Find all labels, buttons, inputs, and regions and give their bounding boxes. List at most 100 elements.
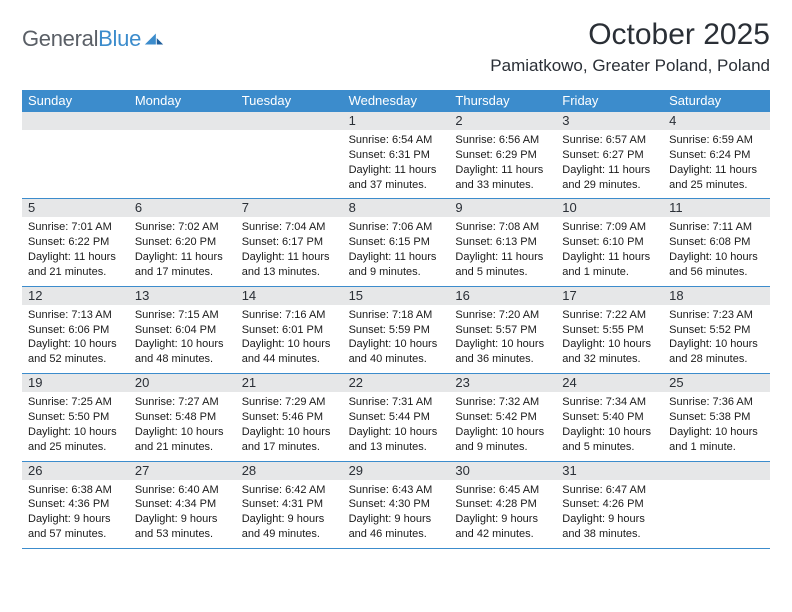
day-number: 27 <box>129 462 236 480</box>
dow-sunday: Sunday <box>22 90 129 112</box>
sunset-text: Sunset: 5:50 PM <box>28 410 123 425</box>
week-row: 1Sunrise: 6:54 AMSunset: 6:31 PMDaylight… <box>22 112 770 199</box>
day-number: 28 <box>236 462 343 480</box>
day-cell: 6Sunrise: 7:02 AMSunset: 6:20 PMDaylight… <box>129 199 236 285</box>
sunset-text: Sunset: 4:28 PM <box>455 497 550 512</box>
sunset-text: Sunset: 5:59 PM <box>349 323 444 338</box>
day-cell: 9Sunrise: 7:08 AMSunset: 6:13 PMDaylight… <box>449 199 556 285</box>
day-details: Sunrise: 7:34 AMSunset: 5:40 PMDaylight:… <box>562 395 657 454</box>
sunrise-text: Sunrise: 7:25 AM <box>28 395 123 410</box>
month-title: October 2025 <box>490 18 770 52</box>
day-number <box>236 112 343 130</box>
daylight-text: Daylight: 11 hours and 21 minutes. <box>28 250 123 280</box>
day-number: 25 <box>663 374 770 392</box>
sunrise-text: Sunrise: 7:06 AM <box>349 220 444 235</box>
day-cell <box>663 462 770 548</box>
weeks-container: 1Sunrise: 6:54 AMSunset: 6:31 PMDaylight… <box>22 112 770 549</box>
day-details: Sunrise: 7:32 AMSunset: 5:42 PMDaylight:… <box>455 395 550 454</box>
day-cell: 4Sunrise: 6:59 AMSunset: 6:24 PMDaylight… <box>663 112 770 198</box>
day-details: Sunrise: 7:09 AMSunset: 6:10 PMDaylight:… <box>562 220 657 279</box>
day-cell: 5Sunrise: 7:01 AMSunset: 6:22 PMDaylight… <box>22 199 129 285</box>
day-number: 20 <box>129 374 236 392</box>
day-details: Sunrise: 6:56 AMSunset: 6:29 PMDaylight:… <box>455 133 550 192</box>
sunrise-text: Sunrise: 7:31 AM <box>349 395 444 410</box>
day-details: Sunrise: 7:15 AMSunset: 6:04 PMDaylight:… <box>135 308 230 367</box>
logo: GeneralBlue <box>22 18 165 52</box>
day-cell: 30 Sunrise: 6:45 AMSunset: 4:28 PMDayligh… <box>449 462 556 548</box>
day-cell: 17Sunrise: 7:22 AMSunset: 5:55 PMDayligh… <box>556 287 663 373</box>
day-number: 18 <box>663 287 770 305</box>
sunrise-text: Sunrise: 6:54 AM <box>349 133 444 148</box>
sunset-text: Sunset: 5:42 PM <box>455 410 550 425</box>
day-details: Sunrise: 6:57 AMSunset: 6:27 PMDaylight:… <box>562 133 657 192</box>
sunrise-text: Sunrise: 6:43 AM <box>349 483 444 498</box>
day-number: 11 <box>663 199 770 217</box>
sunrise-text: Sunrise: 7:23 AM <box>669 308 764 323</box>
daylight-text: Daylight: 10 hours and 1 minute. <box>669 425 764 455</box>
day-details: Sunrise: 7:18 AMSunset: 5:59 PMDaylight:… <box>349 308 444 367</box>
dow-monday: Monday <box>129 90 236 112</box>
sunrise-text: Sunrise: 6:47 AM <box>562 483 657 498</box>
day-number: 29 <box>343 462 450 480</box>
sunset-text: Sunset: 6:15 PM <box>349 235 444 250</box>
daylight-text: Daylight: 10 hours and 21 minutes. <box>135 425 230 455</box>
day-cell: 29Sunrise: 6:43 AMSunset: 4:30 PMDayligh… <box>343 462 450 548</box>
sunrise-text: Sunrise: 7:13 AM <box>28 308 123 323</box>
daylight-text: Daylight: 11 hours and 9 minutes. <box>349 250 444 280</box>
day-details: Sunrise: 7:27 AMSunset: 5:48 PMDaylight:… <box>135 395 230 454</box>
day-details: Sunrise: 6:47 AMSunset: 4:26 PMDaylight:… <box>562 483 657 542</box>
week-row: 12Sunrise: 7:13 AMSunset: 6:06 PMDayligh… <box>22 287 770 374</box>
daylight-text: Daylight: 10 hours and 5 minutes. <box>562 425 657 455</box>
daylight-text: Daylight: 10 hours and 52 minutes. <box>28 337 123 367</box>
calendar: Sunday Monday Tuesday Wednesday Thursday… <box>22 90 770 549</box>
day-cell: 10 Sunrise: 7:09 AMSunset: 6:10 PMDayligh… <box>556 199 663 285</box>
daylight-text: Daylight: 10 hours and 13 minutes. <box>349 425 444 455</box>
day-details: Sunrise: 7:22 AMSunset: 5:55 PMDaylight:… <box>562 308 657 367</box>
day-number: 30 <box>449 462 556 480</box>
sunrise-text: Sunrise: 7:09 AM <box>562 220 657 235</box>
day-number: 14 <box>236 287 343 305</box>
day-details: Sunrise: 6:45 AMSunset: 4:28 PMDaylight:… <box>455 483 550 542</box>
dow-wednesday: Wednesday <box>343 90 450 112</box>
dow-row: Sunday Monday Tuesday Wednesday Thursday… <box>22 90 770 112</box>
day-details: Sunrise: 7:20 AMSunset: 5:57 PMDaylight:… <box>455 308 550 367</box>
sunrise-text: Sunrise: 6:59 AM <box>669 133 764 148</box>
day-cell <box>236 112 343 198</box>
sunrise-text: Sunrise: 6:42 AM <box>242 483 337 498</box>
daylight-text: Daylight: 9 hours and 57 minutes. <box>28 512 123 542</box>
daylight-text: Daylight: 10 hours and 28 minutes. <box>669 337 764 367</box>
day-details: Sunrise: 6:59 AMSunset: 6:24 PMDaylight:… <box>669 133 764 192</box>
logo-part1: General <box>22 26 98 51</box>
day-cell: 18 Sunrise: 7:23 AMSunset: 5:52 PMDayligh… <box>663 287 770 373</box>
day-cell: 25 Sunrise: 7:36 AMSunset: 5:38 PMDayligh… <box>663 374 770 460</box>
daylight-text: Daylight: 10 hours and 32 minutes. <box>562 337 657 367</box>
day-cell: 26Sunrise: 6:38 AMSunset: 4:36 PMDayligh… <box>22 462 129 548</box>
sunrise-text: Sunrise: 7:22 AM <box>562 308 657 323</box>
day-number: 10 <box>556 199 663 217</box>
sunset-text: Sunset: 5:38 PM <box>669 410 764 425</box>
daylight-text: Daylight: 11 hours and 29 minutes. <box>562 163 657 193</box>
sunset-text: Sunset: 6:04 PM <box>135 323 230 338</box>
day-details: Sunrise: 7:36 AMSunset: 5:38 PMDaylight:… <box>669 395 764 454</box>
daylight-text: Daylight: 9 hours and 46 minutes. <box>349 512 444 542</box>
sunset-text: Sunset: 5:52 PM <box>669 323 764 338</box>
sunrise-text: Sunrise: 6:38 AM <box>28 483 123 498</box>
sunset-text: Sunset: 6:10 PM <box>562 235 657 250</box>
day-number: 21 <box>236 374 343 392</box>
sunset-text: Sunset: 4:31 PM <box>242 497 337 512</box>
day-number: 3 <box>556 112 663 130</box>
sunset-text: Sunset: 6:01 PM <box>242 323 337 338</box>
sunset-text: Sunset: 6:24 PM <box>669 148 764 163</box>
day-details: Sunrise: 7:08 AMSunset: 6:13 PMDaylight:… <box>455 220 550 279</box>
day-cell: 20 Sunrise: 7:27 AMSunset: 5:48 PMDayligh… <box>129 374 236 460</box>
daylight-text: Daylight: 11 hours and 5 minutes. <box>455 250 550 280</box>
day-details: Sunrise: 6:40 AMSunset: 4:34 PMDaylight:… <box>135 483 230 542</box>
sunset-text: Sunset: 6:27 PM <box>562 148 657 163</box>
sunset-text: Sunset: 4:26 PM <box>562 497 657 512</box>
day-details: Sunrise: 7:06 AMSunset: 6:15 PMDaylight:… <box>349 220 444 279</box>
sunrise-text: Sunrise: 7:01 AM <box>28 220 123 235</box>
day-details: Sunrise: 7:29 AMSunset: 5:46 PMDaylight:… <box>242 395 337 454</box>
daylight-text: Daylight: 11 hours and 17 minutes. <box>135 250 230 280</box>
week-row: 19Sunrise: 7:25 AMSunset: 5:50 PMDayligh… <box>22 374 770 461</box>
daylight-text: Daylight: 11 hours and 37 minutes. <box>349 163 444 193</box>
